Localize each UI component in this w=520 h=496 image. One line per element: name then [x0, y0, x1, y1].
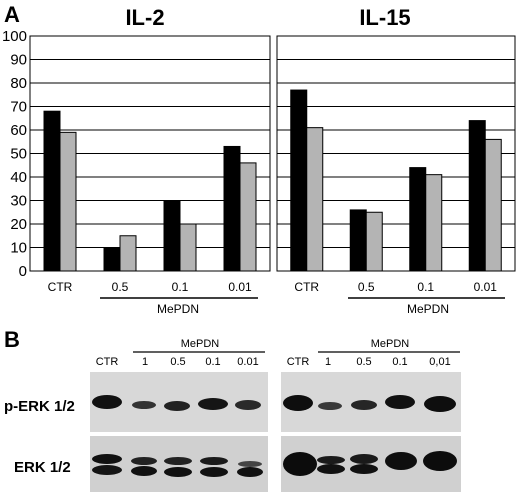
x-tick-labels-il15: CTR 0.5 0.1 0.01	[294, 280, 497, 294]
y-tick-label: 90	[10, 52, 27, 69]
y-tick-label: 0	[19, 263, 27, 280]
bars-il2	[43, 110, 257, 272]
bar-series-2	[59, 131, 77, 272]
row-label-perk: p-ERK 1/2	[4, 398, 75, 415]
blot1-lane-label: 0.1	[205, 356, 220, 368]
x-tick-label: 0.5	[358, 280, 375, 294]
panel-b-label: B	[4, 327, 20, 352]
x-tick-label: 0.1	[417, 280, 434, 294]
bar-series-2	[484, 138, 502, 272]
western-blot-erk-2	[281, 436, 461, 492]
bar-series-1	[468, 120, 486, 272]
blot2-lane-label: 0.5	[356, 356, 371, 368]
x-tick-label: 0.01	[474, 280, 498, 294]
blot2-group-label: MePDN	[371, 338, 410, 350]
x-tick-labels-il2: CTR 0.5 0.1 0.01	[48, 280, 252, 294]
blot2-lane-label: 1	[325, 356, 331, 368]
y-tick-label: 60	[10, 122, 27, 139]
chart-title-il15: IL-15	[359, 5, 410, 30]
bar-series-1	[163, 200, 181, 272]
blot1-lane-label: 0.5	[170, 356, 185, 368]
y-tick-label: 40	[10, 169, 27, 186]
bars-il15	[290, 89, 502, 272]
chart-il15: IL-15 CTR 0.5 0.1 0.01 MePDN	[276, 5, 516, 316]
group-label-il2: MePDN	[157, 302, 199, 316]
x-tick-label: 0.1	[172, 280, 189, 294]
chart-title-il2: IL-2	[125, 5, 164, 30]
bar-series-1	[409, 167, 427, 272]
blot1-ctr-label: CTR	[96, 356, 119, 368]
western-blot-perk-2	[281, 372, 461, 432]
row-label-erk: ERK 1/2	[14, 459, 71, 476]
x-tick-label: 0.01	[228, 280, 252, 294]
bar-series-2	[425, 174, 443, 272]
y-tick-label: 100	[2, 28, 27, 45]
bar-series-1	[223, 145, 241, 272]
blot1-group-label: MePDN	[181, 338, 220, 350]
panel-a-label: A	[4, 2, 20, 27]
bar-series-1	[290, 89, 308, 272]
blot2-lane-label: 0,01	[429, 356, 450, 368]
x-tick-label: CTR	[294, 280, 319, 294]
bar-series-1	[43, 110, 61, 272]
western-blot-erk-1	[90, 436, 268, 492]
blot2-ctr-label: CTR	[287, 356, 310, 368]
x-tick-label: 0.5	[112, 280, 129, 294]
bar-series-2	[365, 211, 383, 272]
y-tick-label: 70	[10, 99, 27, 116]
bar-series-2	[179, 223, 197, 272]
y-tick-label: 50	[10, 146, 27, 163]
group-label-il15: MePDN	[407, 302, 449, 316]
y-tick-label: 20	[10, 216, 27, 233]
y-tick-label: 10	[10, 240, 27, 257]
y-tick-label: 30	[10, 193, 27, 210]
blot2-lane-label: 0.1	[392, 356, 407, 368]
chart-il2: IL-2 CTR 0.5 0.1 0.01 MePDN	[29, 5, 271, 316]
blot-header-2: MePDN CTR 1 0.5 0.1 0,01	[287, 338, 460, 368]
bar-series-1	[103, 247, 121, 272]
blot1-lane-label: 1	[142, 356, 148, 368]
bar-series-2	[306, 127, 324, 272]
western-blot-perk-1	[90, 372, 268, 432]
bar-series-2	[119, 235, 137, 272]
bar-series-1	[349, 209, 367, 272]
bar-series-2	[239, 162, 257, 272]
x-tick-label: CTR	[48, 280, 73, 294]
blot1-lane-label: 0.01	[237, 356, 258, 368]
blot-header-1: MePDN CTR 1 0.5 0.1 0.01	[96, 338, 265, 368]
y-tick-label: 80	[10, 75, 27, 92]
